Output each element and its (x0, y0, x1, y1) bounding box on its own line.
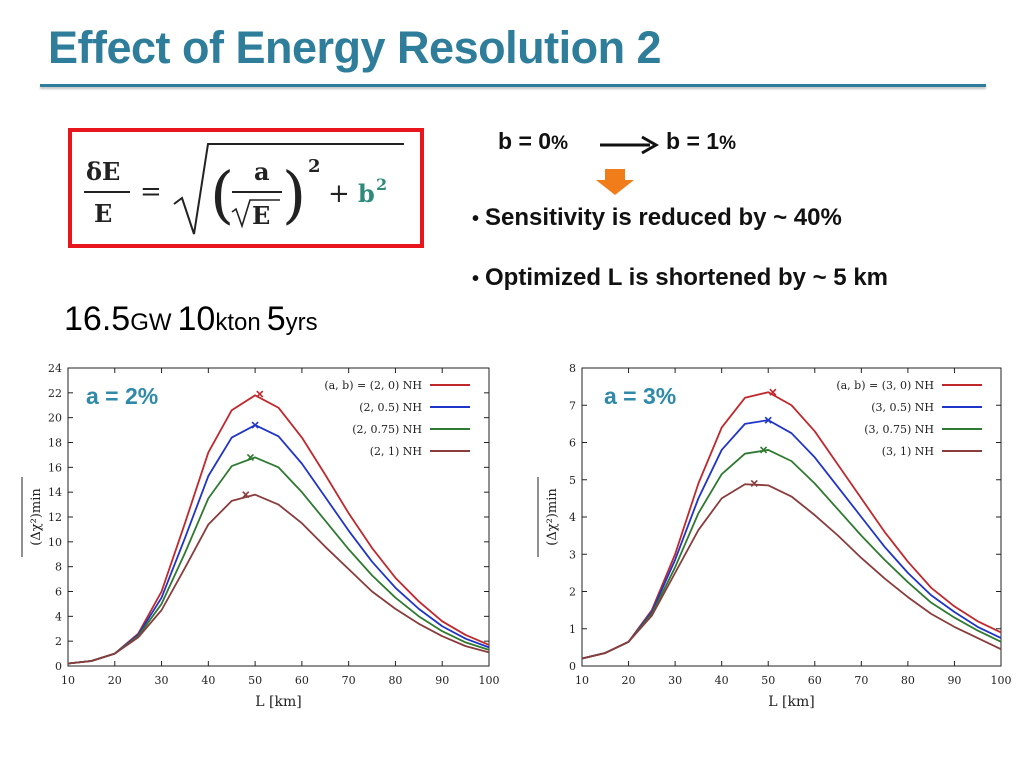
peak-marker-3 (242, 491, 250, 499)
peak-marker-1 (764, 416, 772, 424)
x-axis-label: L [km] (768, 694, 814, 710)
x-tick-label: 60 (808, 674, 822, 687)
x-tick-label: 90 (947, 674, 961, 687)
peak-marker-2 (246, 453, 254, 461)
y-tick-label: 18 (48, 437, 62, 450)
legend-label-0: (a, b) = (3, 0) NH (836, 379, 934, 392)
svg-text:=: = (140, 177, 162, 207)
formula-lhs-denominator: E (94, 199, 112, 228)
y-tick-label: 2 (55, 635, 62, 648)
peak-marker-3 (750, 479, 758, 488)
x-tick-label: 50 (248, 674, 262, 687)
svg-text:): ) (282, 158, 306, 231)
formula-sqrt-E: E (252, 201, 270, 230)
right-arrow-icon (600, 135, 660, 155)
x-tick-label: 20 (622, 674, 636, 687)
legend-label-3: (3, 1) NH (882, 445, 934, 458)
series-line-2 (67, 456, 490, 665)
y-tick-label: 12 (48, 511, 62, 524)
x-tick-label: 50 (761, 674, 775, 687)
x-tick-label: 80 (901, 674, 915, 687)
y-tick-label: 3 (569, 548, 576, 561)
chart-a2: 0 2 4 6 8 10 12 14 16 18 20 22 24 10 20 30 40 50 60 70 80 90 1… (0, 352, 512, 722)
y-tick-label: 10 (48, 536, 62, 549)
svg-text:(: ( (210, 158, 234, 231)
y-axis-label: (Δχ²)min (545, 488, 560, 546)
legend-label-3: (2, 1) NH (370, 445, 422, 458)
series-line-3 (67, 493, 490, 665)
svg-text:+: + (328, 179, 350, 209)
experiment-parameters: 16.5GW 10kton 5yrs (64, 300, 318, 338)
peak-marker-0 (769, 388, 777, 396)
y-tick-label: 6 (55, 586, 62, 599)
x-tick-label: 10 (575, 674, 589, 687)
y-tick-label: 8 (569, 362, 576, 375)
x-tick-label: 40 (715, 674, 729, 687)
peak-marker-0 (256, 390, 264, 398)
bullet-sensitivity: • Sensitivity is reduced by ~ 40% (472, 204, 842, 231)
x-tick-label: 70 (854, 674, 868, 687)
y-tick-label: 6 (569, 437, 576, 450)
y-tick-label: 7 (569, 399, 576, 412)
y-tick-label: 20 (48, 412, 62, 425)
svg-text:2: 2 (308, 156, 321, 177)
formula-b: b (358, 179, 375, 208)
svg-text:2: 2 (376, 175, 387, 194)
y-tick-label: 8 (55, 561, 62, 574)
chart-a2-annotation: a = 2% (86, 383, 159, 409)
chart-a3: 0 1 2 3 4 5 6 7 8 10 20 30 40 50 60 70 80 90 100 L [km] (Δχ²… (512, 352, 1024, 722)
energy-resolution-formula: δE E = ( ) a E 2 + b 2 (68, 128, 424, 248)
bullet-optimized-l: • Optimized L is shortened by ~ 5 km (472, 264, 889, 291)
legend-label-2: (3, 0.75) NH (864, 423, 934, 436)
chart-a3-svg: 0 1 2 3 4 5 6 7 8 10 20 30 40 50 60 70 80 90 100 L [km] (Δχ²… (537, 362, 1012, 710)
chart-a3-annotation: a = 3% (604, 383, 677, 409)
b-from-label: b = 0% (498, 128, 568, 154)
x-tick-label: 40 (201, 674, 215, 687)
peak-marker-2 (760, 446, 768, 454)
y-tick-label: 1 (569, 623, 576, 636)
x-tick-label: 70 (342, 674, 356, 687)
y-tick-label: 22 (48, 387, 62, 400)
b-to-label: b = 1% (666, 128, 736, 154)
legend-label-0: (a, b) = (2, 0) NH (324, 379, 422, 392)
x-tick-label: 30 (668, 674, 682, 687)
legend-label-2: (2, 0.75) NH (352, 423, 422, 436)
x-tick-label: 10 (61, 674, 75, 687)
x-tick-label: 80 (388, 674, 402, 687)
x-tick-label: 20 (108, 674, 122, 687)
y-tick-label: 0 (569, 660, 576, 673)
series-line-3 (581, 483, 1002, 660)
formula-a: a (254, 157, 270, 186)
y-tick-label: 16 (48, 461, 62, 474)
formula-svg: δE E = ( ) a E 2 + b 2 (84, 143, 404, 235)
legend-label-1: (3, 0.5) NH (871, 401, 934, 414)
title-divider (40, 84, 986, 87)
y-tick-label: 2 (569, 586, 576, 599)
peak-marker-1 (251, 421, 259, 429)
x-tick-label: 60 (295, 674, 309, 687)
x-tick-label: 30 (155, 674, 169, 687)
x-tick-label: 90 (435, 674, 449, 687)
y-axis-label: (Δχ²)min (29, 488, 44, 546)
y-tick-label: 24 (48, 362, 62, 375)
down-arrow-icon (596, 169, 634, 195)
x-tick-label: 100 (991, 674, 1012, 687)
y-tick-label: 5 (569, 474, 576, 487)
y-tick-label: 14 (48, 486, 62, 499)
y-tick-label: 4 (569, 511, 576, 524)
series-line-2 (581, 449, 1002, 660)
x-tick-label: 100 (479, 674, 500, 687)
slide-title: Effect of Energy Resolution 2 (48, 22, 662, 73)
y-tick-label: 0 (55, 660, 62, 673)
x-axis-label: L [km] (255, 694, 301, 710)
legend-label-1: (2, 0.5) NH (359, 401, 422, 414)
formula-lhs-numerator: δE (86, 157, 120, 186)
y-tick-label: 4 (55, 610, 62, 623)
